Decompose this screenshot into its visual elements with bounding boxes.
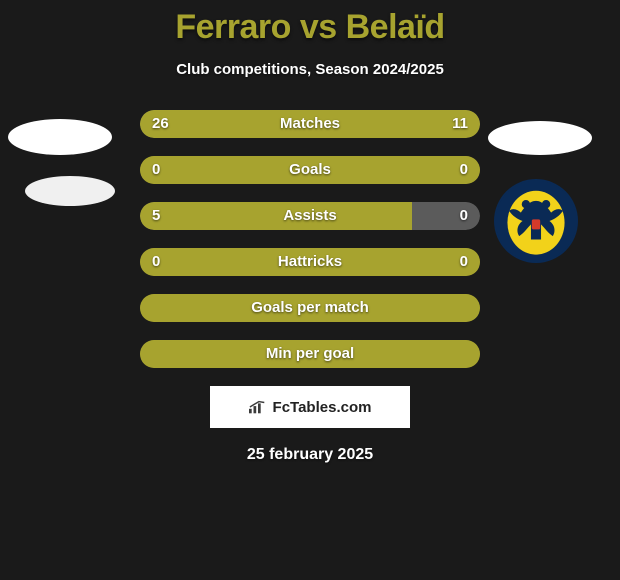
date: 25 february 2025 bbox=[0, 446, 620, 464]
player-left-ellipse-1 bbox=[8, 119, 112, 155]
subtitle: Club competitions, Season 2024/2025 bbox=[0, 61, 620, 78]
stat-label: Assists bbox=[140, 202, 480, 230]
stat-value-left: 0 bbox=[152, 156, 160, 184]
stat-row: Min per goal bbox=[140, 340, 480, 368]
club-badge bbox=[494, 179, 578, 263]
watermark: FcTables.com bbox=[210, 386, 410, 428]
stat-label: Matches bbox=[140, 110, 480, 138]
crest-icon bbox=[494, 179, 578, 263]
stat-row: Matches26 11 bbox=[140, 110, 480, 138]
stat-label: Hattricks bbox=[140, 248, 480, 276]
stat-row: Hattricks0 0 bbox=[140, 248, 480, 276]
stat-value-right: 0 bbox=[460, 202, 468, 230]
stat-value-right: 0 bbox=[460, 156, 468, 184]
page-title: Ferraro vs Belaïd bbox=[0, 8, 620, 47]
watermark-text: FcTables.com bbox=[273, 399, 372, 416]
player-left-ellipse-2 bbox=[25, 176, 115, 206]
player-right-ellipse bbox=[488, 121, 592, 155]
stat-label: Min per goal bbox=[140, 340, 480, 368]
stat-value-right: 0 bbox=[460, 248, 468, 276]
stat-value-left: 5 bbox=[152, 202, 160, 230]
stat-row: Assists5 0 bbox=[140, 202, 480, 230]
stat-value-left: 26 bbox=[152, 110, 169, 138]
stat-row: Goals0 0 bbox=[140, 156, 480, 184]
stat-label: Goals bbox=[140, 156, 480, 184]
stat-value-left: 0 bbox=[152, 248, 160, 276]
stat-label: Goals per match bbox=[140, 294, 480, 322]
chart-icon bbox=[249, 400, 267, 414]
stat-value-right: 11 bbox=[452, 110, 468, 138]
stat-row: Goals per match bbox=[140, 294, 480, 322]
